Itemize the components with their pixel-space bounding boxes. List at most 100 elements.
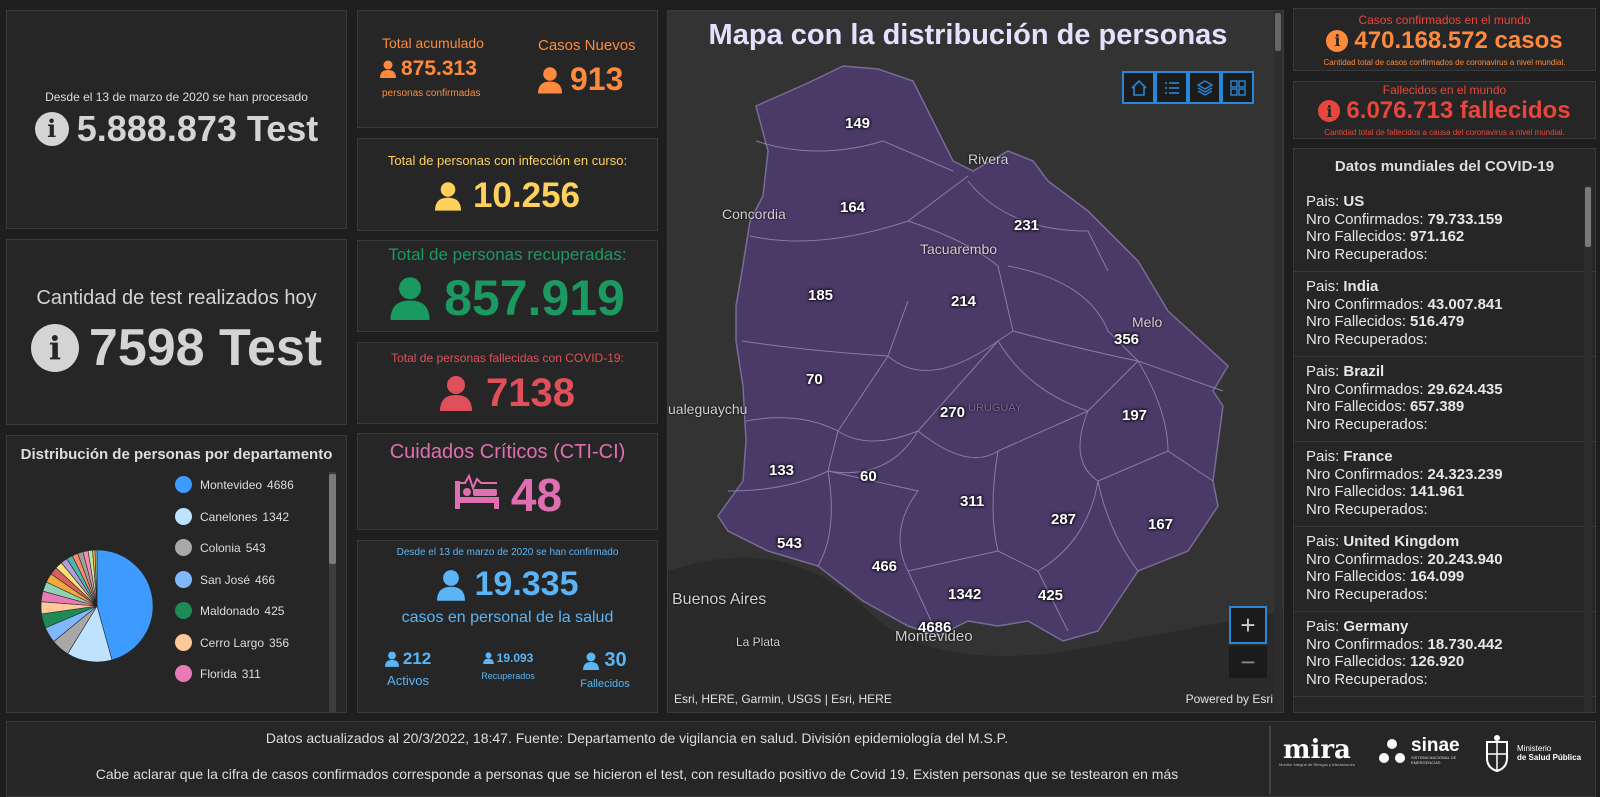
legend-item[interactable]: Maldonado 425 xyxy=(175,602,284,619)
country-field-label: Nro Fallecidos: xyxy=(1306,228,1407,245)
legend-swatch xyxy=(175,665,192,682)
person-icon xyxy=(482,652,494,664)
city-label: URUGUAY xyxy=(968,402,1023,414)
hospital-bed-icon xyxy=(453,473,501,518)
map-scrollbar[interactable] xyxy=(1274,11,1282,712)
country-field-value: France xyxy=(1343,448,1393,465)
country-field-label: Nro Confirmados: xyxy=(1306,635,1424,653)
health-active-label: Activos xyxy=(387,673,429,688)
country-item[interactable]: Pais: Germany Nro Confirmados: 18.730.442 Nr… xyxy=(1294,612,1595,697)
map-count-label: 311 xyxy=(960,493,985,510)
pie-slice[interactable] xyxy=(96,549,154,661)
city-label: Buenos Aires xyxy=(672,591,767,608)
mira-logo: mira Monitor Integral de Riesgos y Afect… xyxy=(1279,735,1355,767)
country-item[interactable]: Pais: India Nro Confirmados: 43.007.841 Nro … xyxy=(1294,272,1595,357)
deceased-title: Total de personas fallecidas con COVID-1… xyxy=(391,350,624,365)
country-field-value: US xyxy=(1343,193,1365,210)
city-label: Melo xyxy=(1132,314,1163,330)
map-count-label: 466 xyxy=(872,558,898,575)
deceased-panel: Total de personas fallecidas con COVID-1… xyxy=(357,342,658,424)
world-confirmed-value: 470.168.572 casos xyxy=(1354,26,1563,54)
legend-scrollbar[interactable] xyxy=(329,472,336,712)
tests-today-panel: Cantidad de test realizados hoy i 7598 T… xyxy=(6,239,347,425)
map-powered-by[interactable]: Powered by Esri xyxy=(1185,692,1273,706)
legend-item[interactable]: Montevideo 4686 xyxy=(175,476,294,493)
person-icon xyxy=(434,181,461,211)
map-count-label: 356 xyxy=(1114,331,1140,348)
health-staff-sub: casos en personal de la salud xyxy=(401,609,614,626)
country-field-value: India xyxy=(1343,278,1379,295)
map-title: Mapa con la distribución de personas xyxy=(708,19,1228,51)
legend-item[interactable]: Colonia 543 xyxy=(175,539,266,556)
city-label: La Plata xyxy=(736,635,781,649)
legend-value: 4686 xyxy=(267,477,294,492)
country-field-label: Nro Confirmados: xyxy=(1306,550,1424,568)
grid-icon xyxy=(1229,79,1246,96)
legend-item[interactable]: San José 466 xyxy=(175,571,275,588)
recovered-panel: Total de personas recuperadas: 857.919 xyxy=(357,240,658,332)
country-item[interactable]: Pais: Brazil Nro Confirmados: 29.624.435 Nro… xyxy=(1294,357,1595,442)
zoom-out-button[interactable]: − xyxy=(1229,646,1267,678)
map-count-label: 4686 xyxy=(918,619,952,636)
pie-slice[interactable] xyxy=(94,549,98,607)
person-icon xyxy=(538,66,562,94)
person-icon xyxy=(440,375,472,411)
city-label: Tacuarembo xyxy=(920,241,998,257)
country-item[interactable]: Pais: United Kingdom Nro Confirmados: 20.24… xyxy=(1294,527,1595,612)
country-item[interactable]: Pais: France Nro Confirmados: 24.323.239 Nro… xyxy=(1294,442,1595,527)
deceased-value: 7138 xyxy=(486,370,575,415)
country-field-label: Nro Fallecidos: xyxy=(1306,398,1407,415)
country-field-label: Pais: xyxy=(1306,193,1340,210)
home-icon xyxy=(1130,79,1147,96)
health-recovered-label: Recuperados xyxy=(481,671,535,681)
country-list-scrollbar[interactable] xyxy=(1584,185,1592,712)
legend-swatch xyxy=(175,508,192,525)
world-confirmed-title: Casos confirmados en el mundo xyxy=(1358,12,1531,27)
tests-total-panel: Desde el 13 de marzo de 2020 se han proc… xyxy=(6,10,347,229)
zoom-in-button[interactable]: + xyxy=(1229,606,1267,644)
world-deaths-value: 6.076.713 fallecidos xyxy=(1346,97,1571,124)
map-panel[interactable]: Mapa con la distribución de personas Riv… xyxy=(667,10,1284,713)
country-list[interactable]: Pais: US Nro Confirmados: 79.733.159 Nro Fal… xyxy=(1294,187,1595,697)
health-active-value: 212 xyxy=(402,649,432,668)
layers-icon xyxy=(1196,79,1213,96)
world-confirmed-panel: Casos confirmados en el mundo i 470.168.… xyxy=(1293,8,1596,71)
country-field-value: 20.243.940 xyxy=(1427,550,1503,568)
country-item[interactable]: Pais: US Nro Confirmados: 79.733.159 Nro Fal… xyxy=(1294,187,1595,272)
map-count-label: 164 xyxy=(840,199,866,216)
country-field-value: 164.099 xyxy=(1410,568,1465,585)
country-field-label: Nro Confirmados: xyxy=(1306,380,1424,398)
critical-value: 48 xyxy=(510,469,563,521)
recovered-title: Total de personas recuperadas: xyxy=(388,245,627,264)
legend-item[interactable]: Florida 311 xyxy=(175,665,261,682)
tests-today-caption: Cantidad de test realizados hoy xyxy=(36,286,317,309)
legend-button[interactable] xyxy=(1155,71,1188,104)
pie-chart xyxy=(40,549,154,663)
layers-button[interactable] xyxy=(1188,71,1221,104)
world-deaths-sub: Cantidad total de fallecidos a causa del… xyxy=(1324,128,1565,137)
legend-item[interactable]: Canelones 1342 xyxy=(175,508,289,525)
country-field-label: Nro Recuperados: xyxy=(1306,500,1428,518)
country-field-label: Nro Fallecidos: xyxy=(1306,483,1407,500)
country-field-label: Pais: xyxy=(1306,448,1340,465)
country-field-label: Nro Fallecidos: xyxy=(1306,313,1407,330)
uruguay-shape xyxy=(717,65,1229,642)
legend-swatch xyxy=(175,571,192,588)
map-canvas[interactable] xyxy=(668,11,1284,713)
map-attribution[interactable]: Esri, HERE, Garmin, USGS | Esri, HERE xyxy=(674,692,892,706)
map-count-label: 214 xyxy=(951,293,977,310)
country-field-value: 29.624.435 xyxy=(1427,380,1503,398)
country-field-value: 24.323.239 xyxy=(1427,465,1503,483)
health-recovered-value: 19.093 xyxy=(496,651,534,665)
distribution-title: Distribución de personas por departament… xyxy=(20,446,333,463)
basemap-button[interactable] xyxy=(1221,71,1254,104)
map-count-label: 231 xyxy=(1014,217,1040,234)
map-count-label: 133 xyxy=(769,462,795,479)
country-field-label: Nro Fallecidos: xyxy=(1306,568,1407,585)
accumulated-panel: Total acumulado 875.313 personas confirm… xyxy=(357,10,658,128)
legend-value: 1342 xyxy=(262,509,290,524)
country-field-label: Nro Fallecidos: xyxy=(1306,653,1407,670)
legend-item[interactable]: Cerro Largo 356 xyxy=(175,634,289,651)
country-field-value: 18.730.442 xyxy=(1427,635,1503,653)
home-button[interactable] xyxy=(1122,71,1155,104)
